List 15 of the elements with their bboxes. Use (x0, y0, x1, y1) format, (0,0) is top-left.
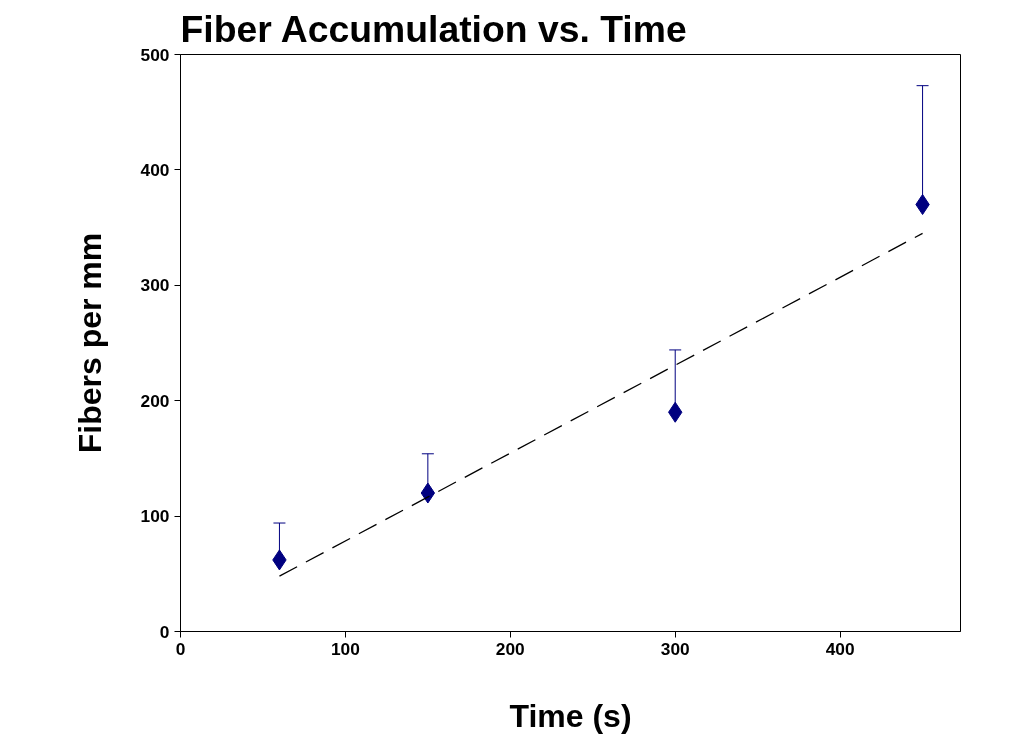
chart-title: Fiber Accumulation vs. Time (180, 7, 687, 50)
x-tick-label: 400 (825, 638, 855, 659)
point (420, 482, 436, 504)
x-tick-label: 0 (175, 638, 186, 659)
y-tick-label: 200 (140, 390, 170, 411)
y-tick-label: 500 (140, 44, 170, 65)
x-tick-label: 100 (330, 638, 360, 659)
x-axis-title: Time (s) (509, 697, 632, 734)
y-tick-label: 100 (140, 506, 170, 527)
x-tick-label: 200 (495, 638, 525, 659)
x-tick-label: 300 (660, 638, 690, 659)
y-tick-label: 0 (159, 621, 170, 642)
y-axis-title: Fibers per mm (71, 232, 108, 454)
y-tick-label: 300 (140, 275, 170, 296)
y-tick-label: 400 (140, 159, 170, 180)
